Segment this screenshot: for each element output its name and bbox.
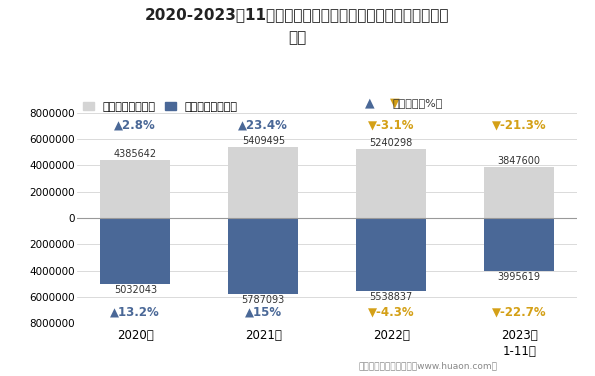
Text: 4385642: 4385642 — [114, 149, 157, 159]
Text: 5787093: 5787093 — [242, 295, 285, 305]
Text: 同比增长（%）: 同比增长（%） — [392, 99, 443, 108]
Text: ▲13.2%: ▲13.2% — [111, 305, 160, 318]
Text: ▲23.4%: ▲23.4% — [239, 118, 288, 131]
Text: 3847600: 3847600 — [498, 156, 541, 167]
Text: 5409495: 5409495 — [242, 136, 285, 146]
Text: 2020-2023年11月苏州工业园商品收发货人所在地进、出口额
统计: 2020-2023年11月苏州工业园商品收发货人所在地进、出口额 统计 — [145, 8, 450, 45]
Legend: 出口额（万美元）, 进口额（万美元）: 出口额（万美元）, 进口额（万美元） — [83, 102, 238, 112]
Bar — [228, 218, 299, 294]
Bar — [100, 161, 170, 218]
Text: 5240298: 5240298 — [369, 138, 413, 148]
Bar — [484, 167, 555, 218]
Text: ▼-21.3%: ▼-21.3% — [492, 118, 547, 131]
Text: 5538837: 5538837 — [369, 292, 413, 302]
Bar — [484, 218, 555, 271]
Text: ▲2.8%: ▲2.8% — [114, 118, 156, 131]
Text: ▼-3.1%: ▼-3.1% — [368, 118, 415, 131]
Text: 5032043: 5032043 — [114, 285, 157, 296]
Bar — [228, 147, 299, 218]
Text: 3995619: 3995619 — [498, 272, 541, 282]
Text: ▼: ▼ — [390, 97, 399, 110]
Text: ▼-22.7%: ▼-22.7% — [492, 305, 547, 318]
Bar — [356, 218, 427, 291]
Bar — [100, 218, 170, 284]
Text: ▲: ▲ — [365, 97, 375, 110]
Text: ▲15%: ▲15% — [245, 305, 282, 318]
Bar — [356, 149, 427, 218]
Text: ▼-4.3%: ▼-4.3% — [368, 305, 415, 318]
Text: 制图：华经产业研究院（www.huaon.com）: 制图：华经产业研究院（www.huaon.com） — [359, 361, 498, 370]
